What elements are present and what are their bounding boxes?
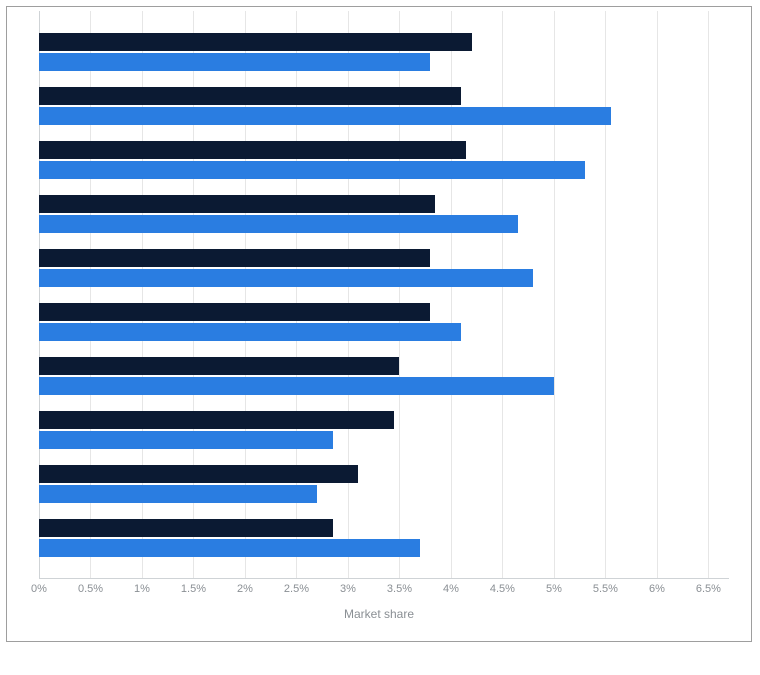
bar <box>39 141 466 159</box>
bar <box>39 215 518 233</box>
x-axis-title: Market share <box>7 607 751 621</box>
x-tick-label: 2% <box>237 583 253 595</box>
x-axis-title-text: Market share <box>344 607 414 621</box>
bar <box>39 485 317 503</box>
x-tick-label: 3% <box>340 583 356 595</box>
bar-group <box>39 411 729 449</box>
bar-group <box>39 519 729 557</box>
bars-container <box>39 11 729 579</box>
bar-group <box>39 141 729 179</box>
x-tick-label: 3.5% <box>387 583 412 595</box>
x-tick-label: 1.5% <box>181 583 206 595</box>
bar <box>39 107 611 125</box>
bar <box>39 195 435 213</box>
bar-group <box>39 249 729 287</box>
bar <box>39 539 420 557</box>
bar-group <box>39 357 729 395</box>
chart-panel: 0% 0.5% 1% 1.5% 2% 2.5% 3% 3.5% 4% 4.5% 5% 5.5% 6% 6.… <box>6 6 752 642</box>
bar <box>39 269 533 287</box>
bar-group <box>39 33 729 71</box>
x-tick-label: 4.5% <box>490 583 515 595</box>
bar-group <box>39 465 729 503</box>
x-tick-label: 0% <box>31 583 47 595</box>
bar <box>39 357 399 375</box>
x-tick-label: 5% <box>546 583 562 595</box>
bar-group <box>39 87 729 125</box>
x-tick-label: 0.5% <box>78 583 103 595</box>
x-tick-labels: 0%0.5%1%1.5%2%2.5%3%3.5%4%4.5%5%5.5%6%6.… <box>39 583 729 601</box>
x-tick-label: 2.5% <box>284 583 309 595</box>
bar <box>39 519 333 537</box>
bar <box>39 161 585 179</box>
bar <box>39 53 430 71</box>
bar-group <box>39 303 729 341</box>
bar-group <box>39 195 729 233</box>
chart-frame: 0% 0.5% 1% 1.5% 2% 2.5% 3% 3.5% 4% 4.5% 5% 5.5% 6% 6.… <box>0 0 760 675</box>
bar <box>39 465 358 483</box>
bar <box>39 249 430 267</box>
bar <box>39 87 461 105</box>
bar <box>39 411 394 429</box>
bar <box>39 431 333 449</box>
x-tick-label: 1% <box>134 583 150 595</box>
x-tick-label: 6% <box>649 583 665 595</box>
bar <box>39 377 554 395</box>
plot-area <box>39 11 729 579</box>
x-tick-label: 5.5% <box>593 583 618 595</box>
x-tick-label: 4% <box>443 583 459 595</box>
bar <box>39 323 461 341</box>
x-tick-label: 6.5% <box>696 583 721 595</box>
bar <box>39 303 430 321</box>
bar <box>39 33 472 51</box>
